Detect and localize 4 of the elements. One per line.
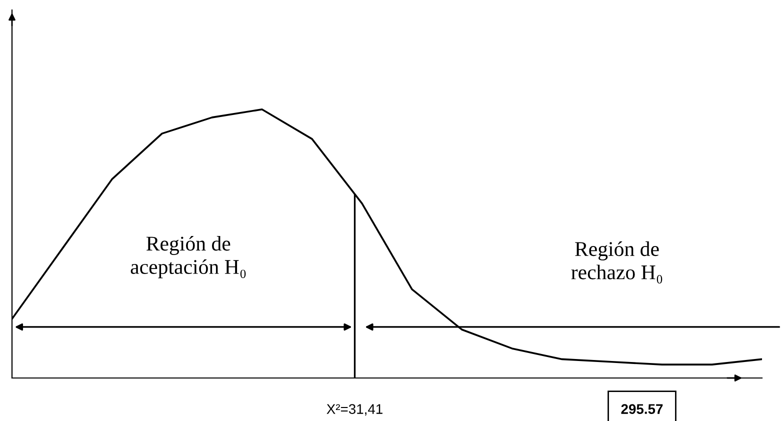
text: X²=31,41 <box>326 404 382 416</box>
annotation: Región de rechazo H₀ <box>571 241 662 284</box>
text: 295.57 <box>621 404 663 414</box>
annotation: Región de aceptación H₀ <box>130 236 246 278</box>
